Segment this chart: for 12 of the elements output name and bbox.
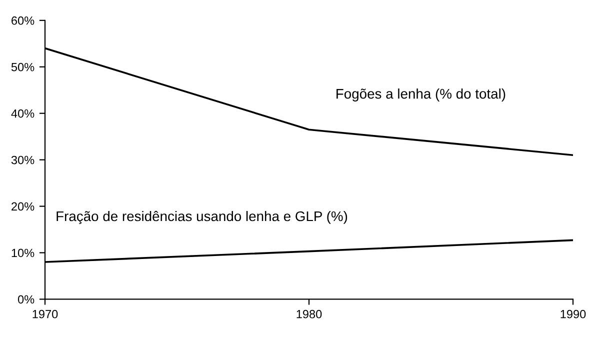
x-tick-label: 1970 xyxy=(32,310,58,318)
y-tick-label: 30% xyxy=(11,156,34,164)
y-tick-label: 60% xyxy=(12,16,34,25)
text: Fogões a lenha (% do total) xyxy=(336,88,506,102)
series-label: Fração de residências usando lenha e GLP (%) xyxy=(56,210,348,224)
x-tick-label: 1980 xyxy=(296,310,322,318)
x-tick-label: 1990 xyxy=(560,310,586,318)
y-tick-label: 10% xyxy=(12,248,34,258)
y-tick-label: 40% xyxy=(11,109,34,118)
y-tick-label: 50% xyxy=(11,62,34,72)
y-tick-label: 20% xyxy=(12,202,34,211)
y-tick-label: 0% xyxy=(18,295,34,304)
